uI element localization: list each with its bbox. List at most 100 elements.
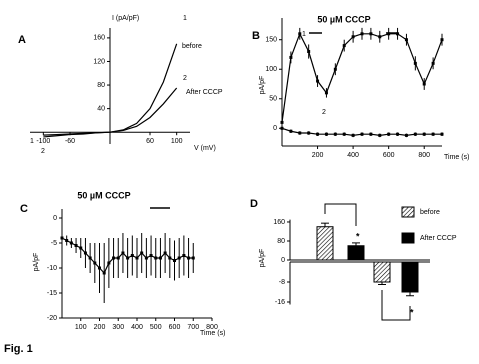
marker [135, 256, 139, 260]
y-axis-label: I (pA/pF) [112, 15, 139, 22]
marker [182, 254, 186, 257]
legend-swatch [401, 232, 415, 244]
marker [360, 32, 364, 36]
y-tick-label: 50 [269, 96, 277, 103]
y-tick-label: -5 [51, 240, 57, 247]
annotation: 2 [183, 75, 187, 82]
y-axis-label: pA/pF [259, 249, 266, 268]
y-tick-label: 160 [93, 35, 105, 42]
marker [289, 55, 293, 59]
marker [431, 61, 435, 65]
panel-label: A [18, 34, 26, 46]
y-tick-label: -15 [47, 290, 57, 297]
marker [333, 67, 337, 71]
marker [440, 132, 444, 136]
x-tick-label: -100 [36, 138, 50, 145]
marker [422, 132, 426, 136]
y-axis-label: pA/pF [259, 76, 266, 95]
x-tick-label: 500 [150, 324, 162, 331]
annotation: * [410, 307, 414, 317]
y-tick-label: 80 [97, 82, 105, 89]
marker [404, 133, 408, 137]
annotation: before [182, 43, 202, 50]
bar [347, 245, 365, 261]
x-axis-label: Time (s) [200, 330, 225, 337]
marker [168, 256, 172, 260]
annotation: 1 [183, 15, 187, 22]
bracket [324, 203, 357, 226]
x-axis-label: V (mV) [194, 145, 216, 152]
bar [401, 261, 419, 293]
marker [307, 50, 311, 54]
marker [342, 132, 346, 136]
marker [298, 131, 302, 135]
x-tick-label: 700 [187, 324, 199, 331]
marker [324, 91, 328, 95]
marker [107, 261, 111, 265]
marker [396, 32, 400, 36]
marker [387, 32, 391, 36]
x-tick-label: 100 [171, 138, 183, 145]
marker [440, 38, 444, 42]
legend-swatch [401, 206, 415, 218]
y-tick-label: 80 [277, 238, 285, 245]
marker [158, 256, 162, 260]
marker [112, 256, 116, 260]
marker [316, 132, 320, 136]
marker [144, 256, 148, 260]
panel-label: D [250, 198, 258, 210]
x-tick-label: 200 [312, 152, 324, 159]
y-tick-label: -16 [275, 299, 285, 306]
y-tick-label: 120 [93, 58, 105, 65]
marker [280, 120, 284, 124]
annotation: 1 [302, 31, 306, 38]
panel-label: C [20, 203, 28, 215]
bar [316, 226, 334, 261]
marker [307, 131, 311, 135]
marker [396, 132, 400, 136]
y-tick-label: 0 [273, 125, 277, 132]
marker [149, 254, 153, 257]
y-tick-label: -10 [47, 265, 57, 272]
marker [280, 126, 284, 130]
marker [116, 256, 120, 260]
marker [360, 132, 364, 136]
x-tick-label: 100 [75, 324, 87, 331]
annotation: 1 [30, 138, 34, 145]
marker [173, 259, 176, 262]
marker [98, 266, 101, 270]
marker [93, 261, 97, 265]
marker [187, 256, 191, 260]
marker [126, 256, 130, 260]
marker [413, 132, 417, 136]
series-line [43, 87, 178, 136]
x-tick-label: 800 [418, 152, 430, 159]
x-tick-label: 300 [112, 324, 124, 331]
marker [369, 32, 373, 36]
marker [79, 246, 83, 250]
marker [351, 133, 355, 137]
marker [60, 236, 64, 240]
marker [378, 133, 382, 137]
marker [177, 256, 181, 260]
marker [83, 251, 87, 255]
y-tick-label: -20 [47, 315, 57, 322]
x-tick-label: 200 [94, 324, 106, 331]
marker [378, 35, 382, 39]
marker [404, 38, 408, 42]
marker [121, 251, 125, 255]
x-tick-label: 600 [383, 152, 395, 159]
marker [65, 239, 69, 242]
y-tick-label: 0 [53, 215, 57, 222]
y-tick-label: 160 [273, 219, 285, 226]
marker [130, 254, 134, 257]
x-axis-label: Time (s) [444, 154, 469, 161]
marker [298, 32, 302, 36]
y-tick-label: 0 [281, 257, 285, 264]
y-tick-label: 100 [265, 66, 277, 73]
bracket [381, 290, 411, 321]
marker [316, 79, 320, 83]
legend-label: After CCCP [420, 235, 457, 242]
figure-label: Fig. 1 [4, 343, 33, 355]
x-tick-label: 800 [206, 324, 218, 331]
